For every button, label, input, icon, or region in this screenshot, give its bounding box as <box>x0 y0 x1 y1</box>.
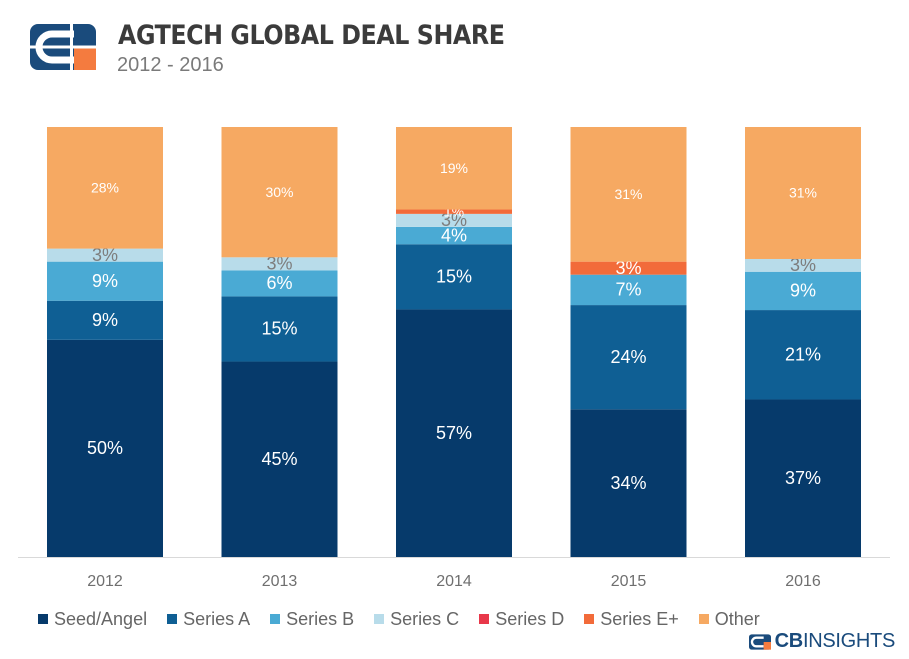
x-tick-label: 2014 <box>436 573 472 590</box>
bar-2014-series-e- <box>396 209 512 214</box>
legend-swatch-series-a <box>167 614 178 624</box>
legend-swatch-series-d <box>479 614 490 624</box>
chart-legend: Seed/Angel Series A Series B Series C Series… <box>38 607 760 631</box>
legend-item-seed-angel: Seed/Angel <box>38 609 147 630</box>
legend-swatch-series-e- <box>584 614 595 624</box>
data-label-2014-series-c: 3% <box>441 210 467 230</box>
data-label-2013-series-b: 6% <box>266 273 292 293</box>
legend-label-seed-angel: Seed/Angel <box>54 608 148 629</box>
legend-label-series-a: Series A <box>183 608 251 629</box>
bar-2013-series-a <box>221 296 338 362</box>
data-label-2016-seed-angel: 37% <box>785 468 821 488</box>
bar-2016-seed-angel <box>745 399 861 557</box>
data-label-2015-series-b: 7% <box>615 280 641 300</box>
data-label-2014-series-b: 4% <box>441 225 467 245</box>
data-label-2012-series-a: 9% <box>92 310 118 330</box>
brand-wordmark: CBINSIGHTS <box>774 630 896 652</box>
data-label-2015-series-e-: 3% <box>615 258 641 278</box>
bar-2014-seed-angel <box>396 309 512 557</box>
bar-2015-series-e- <box>570 261 687 275</box>
data-label-2013-other: 30% <box>265 184 293 200</box>
bar-2013-series-b <box>221 270 338 297</box>
legend-item-series-a: Series A <box>167 609 250 630</box>
x-tick-label: 2016 <box>785 573 821 590</box>
data-label-2012-series-b: 9% <box>92 271 118 291</box>
data-label-2012-seed-angel: 50% <box>87 438 123 458</box>
bar-2013-seed-angel <box>221 361 338 557</box>
data-label-2016-other: 31% <box>789 185 817 201</box>
data-label-2014-seed-angel: 57% <box>436 423 472 443</box>
bar-2016-series-b <box>745 271 861 311</box>
data-label-2016-series-c: 3% <box>790 255 816 275</box>
bar-2015-other <box>570 127 687 262</box>
chart-subtitle: 2012 - 2016 <box>117 54 224 76</box>
x-tick-label: 2012 <box>87 573 123 590</box>
bar-2014-series-b <box>396 226 512 245</box>
bar-2012-series-a <box>47 300 163 340</box>
bar-2016-series-a <box>745 310 861 400</box>
x-tick-label: 2013 <box>262 573 298 590</box>
bar-2016-other <box>745 127 861 259</box>
bar-2015-series-a <box>570 305 687 410</box>
data-label-2013-series-a: 15% <box>261 319 297 339</box>
data-label-2012-series-c: 3% <box>92 245 118 265</box>
data-label-2015-seed-angel: 34% <box>610 473 646 493</box>
bar-2015-seed-angel <box>570 409 687 557</box>
legend-item-other: Other <box>698 608 760 630</box>
legend-label-series-b: Series B <box>286 608 355 629</box>
legend-label-series-c: Series C <box>390 608 460 629</box>
data-label-2013-series-c: 3% <box>266 254 292 274</box>
bar-2012-other <box>47 127 163 249</box>
cb-insights-logo <box>30 24 96 70</box>
x-tick-label: 2015 <box>611 573 647 590</box>
data-label-2016-series-b: 9% <box>790 281 816 301</box>
bar-2012-seed-angel <box>47 339 163 557</box>
legend-label-series-e-: Series E+ <box>600 608 679 629</box>
data-label-2014-other: 19% <box>440 160 468 176</box>
bar-2013-other <box>221 127 338 258</box>
legend-item-series-d: Series D <box>479 609 564 630</box>
bar-2014-series-c <box>396 213 512 227</box>
stacked-bar-chart: 50%9%9%3%28%201245%15%6%3%30%201357%15%4… <box>18 127 890 590</box>
data-label-2012-other: 28% <box>91 180 119 196</box>
data-label-2013-seed-angel: 45% <box>261 449 297 469</box>
legend-item-series-b: Series B <box>270 609 354 630</box>
cb-insights-brand: CBINSIGHTS <box>748 630 896 653</box>
bar-2014-series-a <box>396 244 512 310</box>
bar-2012-series-c <box>47 248 163 262</box>
legend-swatch-series-b <box>270 614 281 624</box>
data-label-2015-series-a: 24% <box>610 347 646 367</box>
data-label-2015-other: 31% <box>614 186 642 202</box>
data-label-2014-series-a: 15% <box>436 267 472 287</box>
legend-item-series-e-: Series E+ <box>584 609 679 630</box>
bar-2015-series-b <box>570 274 687 306</box>
bar-2014-other <box>396 127 512 210</box>
cb-insights-mini-logo <box>748 633 771 650</box>
legend-swatch-series-c <box>374 614 385 624</box>
bar-2012-series-b <box>47 261 163 301</box>
legend-item-series-c: Series C <box>374 609 459 630</box>
legend-label-series-d: Series D <box>495 608 565 629</box>
legend-label-other: Other <box>714 608 760 629</box>
legend-swatch-seed-angel <box>38 614 48 624</box>
chart-title: AGTECH GLOBAL DEAL SHARE <box>118 20 505 51</box>
data-label-2016-series-a: 21% <box>785 345 821 365</box>
bar-2013-series-c <box>221 257 338 271</box>
bar-2016-series-c <box>745 258 861 272</box>
legend-swatch-other <box>698 614 709 624</box>
